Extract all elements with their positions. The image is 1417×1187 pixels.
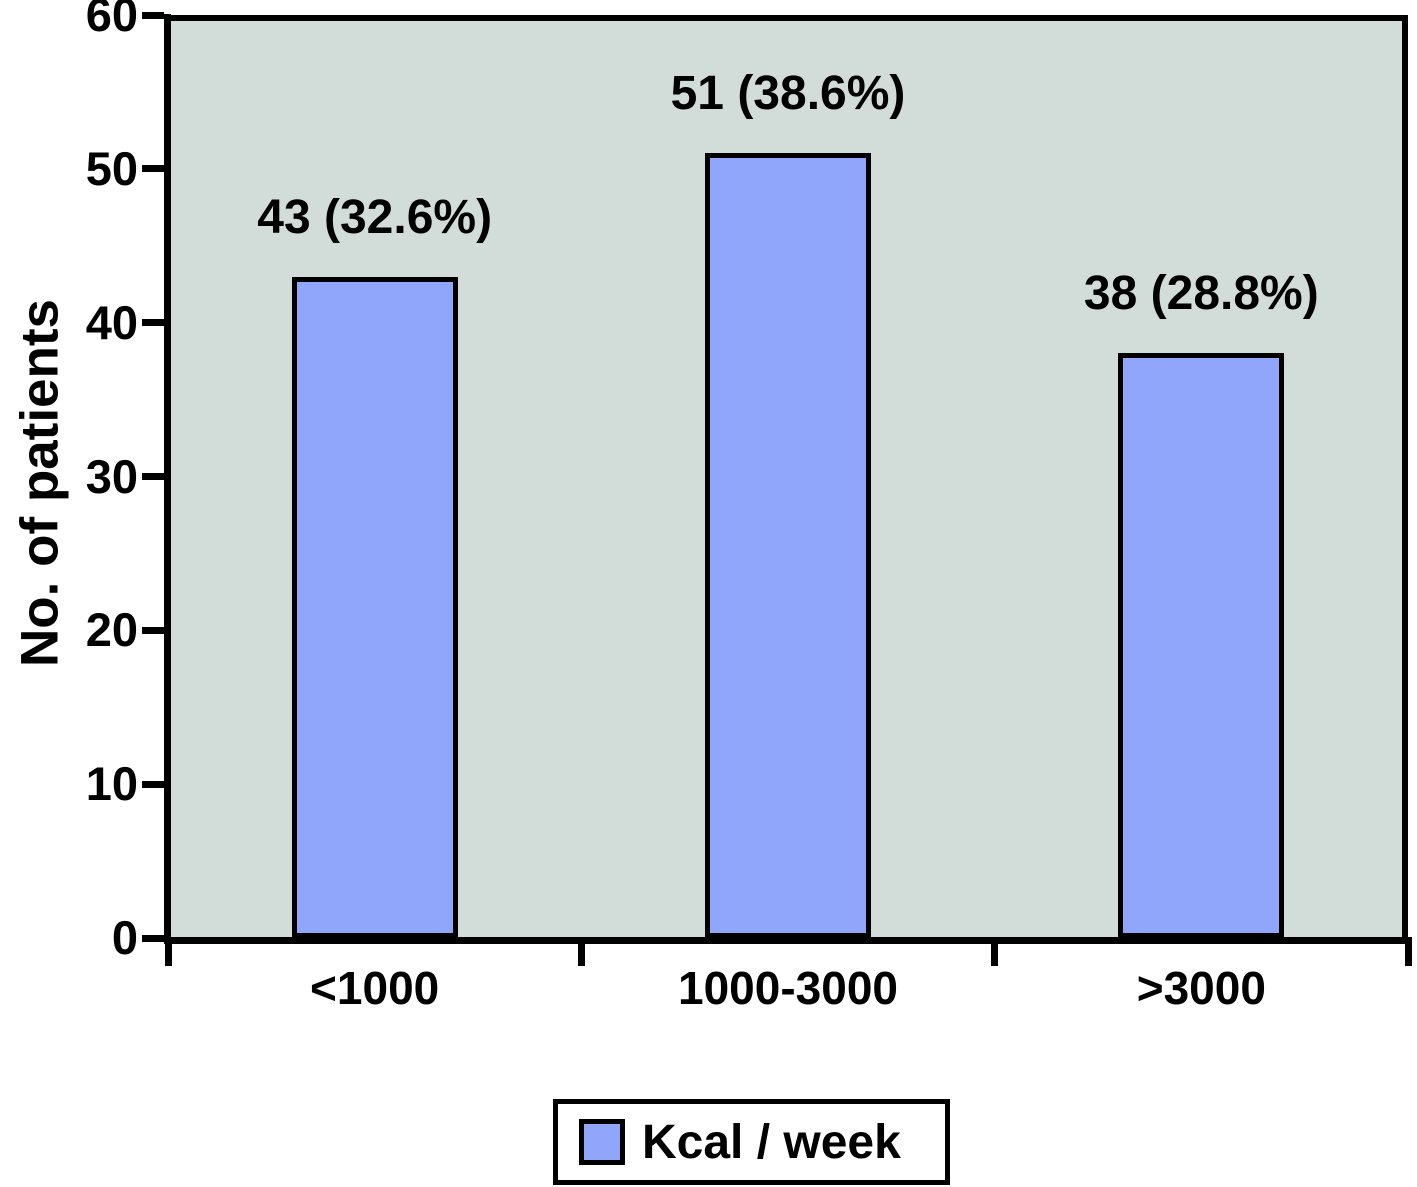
x-tick-mark <box>991 941 999 966</box>
x-tick-mark <box>1404 941 1412 966</box>
y-tick-label: 50 <box>85 141 138 195</box>
bar-value-label: 43 (32.6%) <box>257 190 493 244</box>
y-tick-mark <box>142 11 164 19</box>
y-tick-mark <box>142 473 164 480</box>
x-category-label: <1000 <box>310 962 440 1014</box>
y-tick-mark <box>142 780 164 788</box>
y-tick-mark <box>142 626 164 634</box>
y-tick-mark <box>142 165 164 173</box>
bar-1000-3000 <box>705 153 871 938</box>
y-tick-mark <box>142 319 164 327</box>
x-tick-mark <box>577 941 585 966</box>
y-tick-mark <box>142 934 164 942</box>
bar-<1000 <box>291 276 458 938</box>
bar-value-label: 51 (38.6%) <box>670 67 906 121</box>
x-category-label: >3000 <box>1136 962 1266 1014</box>
bar->3000 <box>1118 353 1285 938</box>
y-axis-line <box>164 14 171 944</box>
y-tick-label: 10 <box>85 757 138 811</box>
bar-value-label: 38 (28.8%) <box>1083 267 1319 321</box>
legend-label: Kcal / week <box>642 1115 901 1169</box>
y-axis-title: No. of patients <box>10 298 70 668</box>
y-tick-label: 0 <box>111 911 138 964</box>
y-tick-label: 40 <box>85 295 138 349</box>
legend-box: Kcal / week <box>553 1099 950 1185</box>
x-category-label: 1000-3000 <box>678 962 898 1014</box>
y-tick-label: 20 <box>85 603 138 657</box>
y-tick-label: 60 <box>85 0 138 41</box>
x-tick-mark <box>164 941 172 966</box>
x-axis-line <box>164 937 1412 944</box>
y-tick-label: 30 <box>85 449 138 503</box>
legend-swatch-icon <box>579 1119 625 1165</box>
